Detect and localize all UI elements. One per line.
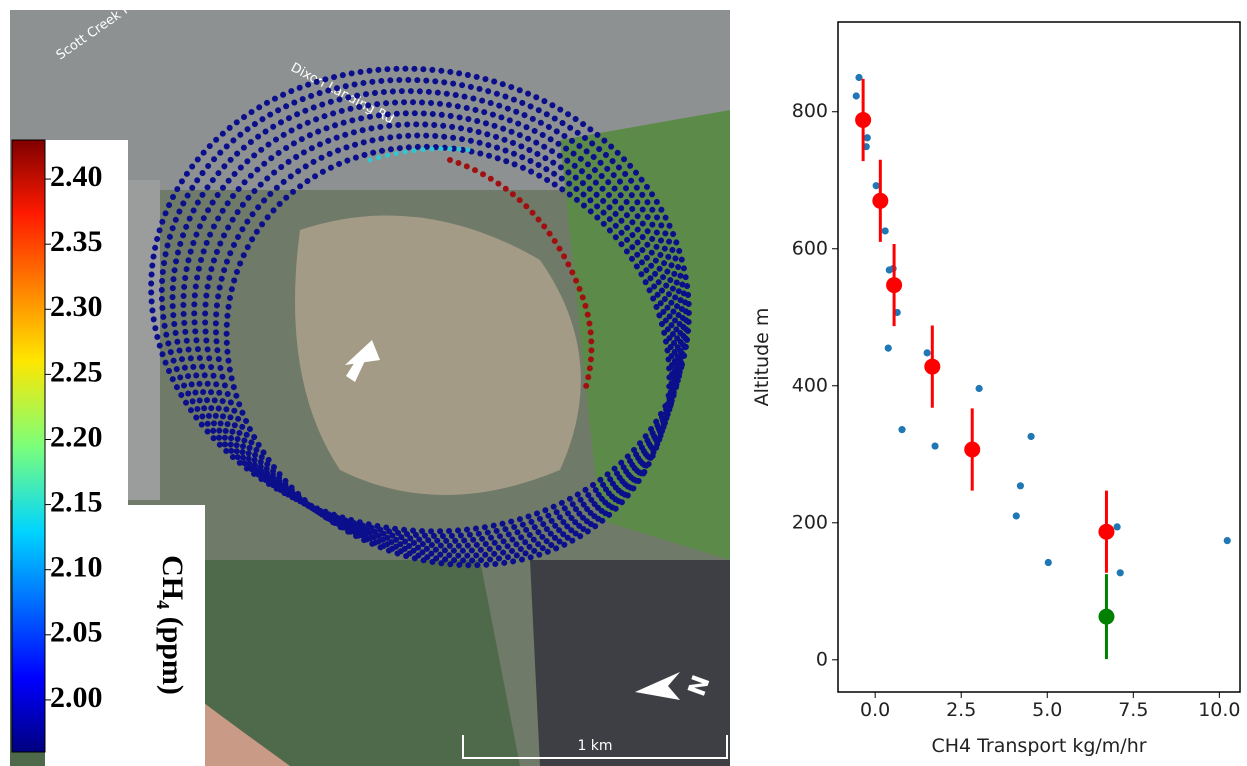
point [898,426,906,434]
colorbar-panel [45,140,128,766]
y-tick-label: 200 [792,511,828,533]
x-tick-label: 7.5 [1118,699,1148,721]
colorbar-tick-label: 2.35 [50,225,103,258]
point [1116,569,1124,577]
point [1016,482,1025,490]
colorbar-tick-label: 2.15 [50,485,103,518]
site-arrow [345,340,380,382]
plot-frame [837,21,1241,693]
point [863,134,871,142]
colorbar-tick-label: 2.05 [50,616,103,649]
north-arrow [635,672,680,700]
point [1098,523,1115,540]
y-tick-label: 600 [792,237,828,259]
point [975,384,983,393]
point [1223,536,1231,545]
colorbar-scale [11,139,46,753]
point [852,92,860,100]
point [886,277,903,294]
point [855,111,872,128]
point [855,73,863,82]
plume-edge [367,146,473,163]
point [872,182,880,190]
pond [530,560,730,766]
colorbar-tick-label: 2.20 [50,420,103,453]
scale-bar [462,735,728,759]
x-tick-label: 10.0 [1198,699,1240,721]
y-axis-label: Altitude m [751,308,773,407]
colorbar-tick-label: 2.30 [50,290,103,323]
y-tick-label: 0 [816,648,828,670]
point [1012,512,1020,520]
salt-pond [180,700,290,766]
point [931,442,939,450]
point [924,358,941,375]
x-tick-label: 2.5 [946,699,976,721]
scatter-plot: CH4 Transport kg/m/hr Altitude m 0.0 2.5 5… [751,21,1241,757]
point [881,227,889,235]
y-tick-label: 400 [792,374,828,396]
colorbar-tick-label: 2.25 [50,355,103,388]
point [964,441,981,458]
colorbar-label: CH₄ (ppm) [156,555,189,695]
colorbar-tick-label: 2.10 [50,551,103,584]
y-tick-label: 800 [792,100,828,122]
colorbar-tick-label: 2.40 [50,160,103,193]
point [1113,523,1121,531]
flight-loop [223,143,673,569]
colorbar-label-panel [128,505,205,766]
x-axis-label: CH4 Transport kg/m/hr [931,735,1146,757]
point [1098,608,1115,625]
colorbar-tick-label: 2.00 [50,681,103,714]
x-tick-label: 0.0 [860,699,890,721]
point [884,344,892,352]
x-tick-label: 5.0 [1032,699,1062,721]
point [872,192,889,209]
scale-label: 1 km [577,738,612,754]
flight-path [148,65,692,569]
point [923,349,931,357]
point [1027,432,1035,441]
landfill [295,215,581,496]
colorbar: CH₄ (ppm) 2.00 2.05 2.10 2.15 2.20 2.25 2.30 2.… [11,139,205,766]
point [1044,558,1052,567]
